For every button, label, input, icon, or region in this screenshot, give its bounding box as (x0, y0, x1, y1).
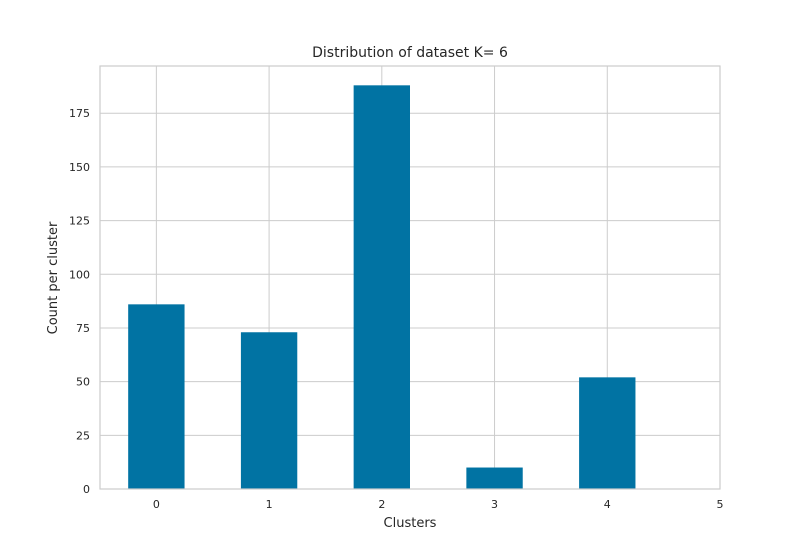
y-tick-label-150: 150 (69, 161, 90, 174)
x-tick-label-3: 3 (491, 498, 498, 511)
x-tick-label-0: 0 (153, 498, 160, 511)
x-ticks: 0 1 2 3 4 5 (153, 498, 724, 511)
x-tick-label-5: 5 (717, 498, 724, 511)
y-tick-label-50: 50 (76, 376, 90, 389)
x-tick-label-4: 4 (604, 498, 611, 511)
y-tick-label-175: 175 (69, 107, 90, 120)
bar-cluster-2 (353, 85, 410, 489)
y-ticks: 0 25 50 75 100 125 150 175 (69, 107, 90, 496)
bar-cluster-0 (128, 304, 185, 489)
y-tick-label-125: 125 (69, 215, 90, 228)
plot-frame (99, 65, 721, 490)
x-tick-label-2: 2 (378, 498, 385, 511)
x-tick-label-1: 1 (266, 498, 273, 511)
y-tick-label-75: 75 (76, 322, 90, 335)
x-axis-label: Clusters (384, 516, 437, 531)
bars (128, 85, 636, 489)
bar-cluster-4 (579, 377, 636, 489)
chart-title: Distribution of dataset K= 6 (312, 45, 508, 61)
y-tick-label-0: 0 (83, 483, 90, 496)
bar-cluster-1 (240, 332, 298, 489)
bar-cluster-3 (466, 467, 523, 489)
y-tick-label-25: 25 (76, 429, 90, 442)
y-axis-label: Count per cluster (46, 221, 61, 334)
y-tick-label-100: 100 (69, 268, 90, 281)
